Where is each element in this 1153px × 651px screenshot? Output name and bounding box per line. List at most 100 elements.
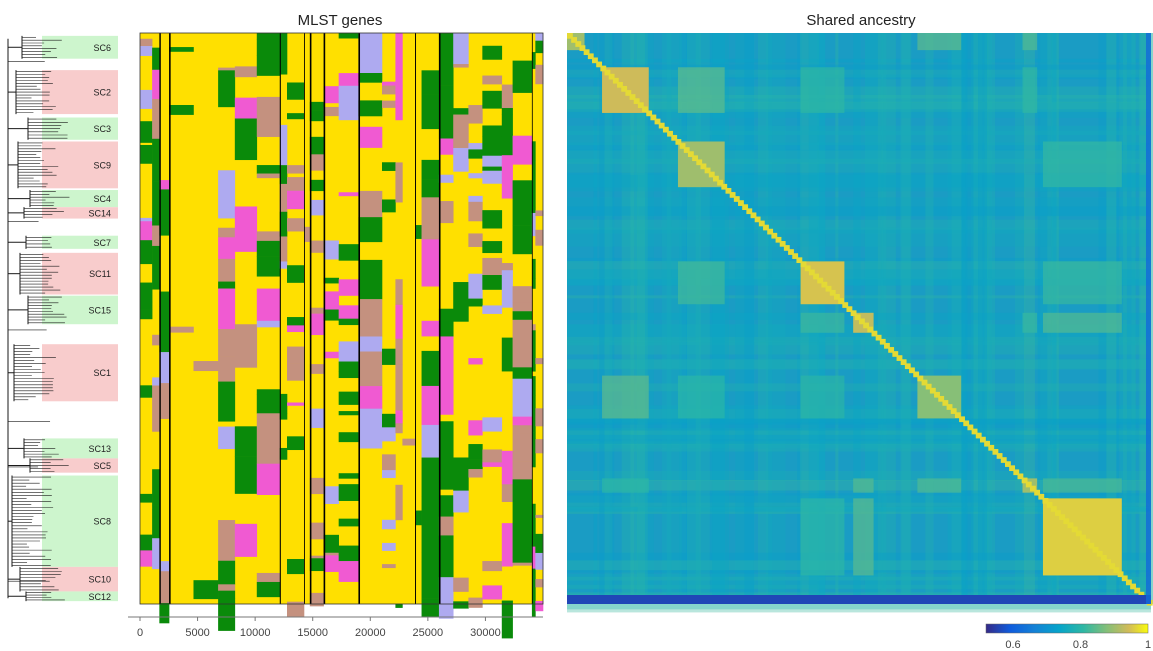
mlst-cell [234, 456, 258, 494]
ancestry-texture [567, 206, 1151, 216]
cluster-band-sc3 [42, 117, 118, 140]
mlst-cell [482, 45, 503, 60]
mlst-cell [482, 210, 503, 229]
mlst-cell [512, 308, 533, 312]
ancestry-diagonal-cell [612, 77, 619, 84]
mlst-cell [140, 493, 153, 503]
ancestry-diagonal-cell [683, 147, 690, 153]
mlst-x-tick-label: 20000 [355, 627, 386, 639]
ancestry-texture [982, 33, 992, 604]
cluster-label-sc9: SC9 [93, 160, 111, 170]
mlst-cell [395, 364, 403, 411]
mlst-cell [218, 426, 236, 450]
cluster-label-sc2: SC2 [93, 88, 111, 98]
mlst-gene-matrix [139, 32, 544, 639]
ancestry-diagonal-cell [996, 453, 1003, 459]
mlst-cell [535, 79, 544, 85]
ancestry-diagonal-cell [1000, 457, 1007, 463]
ancestry-diagonal-cell [742, 204, 749, 211]
ancestry-diagonal-cell [954, 412, 961, 419]
ancestry-diagonal-cell [975, 432, 982, 439]
ancestry-diagonal-cell [1105, 559, 1111, 565]
ancestry-diagonal-cell [1005, 461, 1011, 467]
mlst-cell [468, 173, 483, 179]
mlst-cell [309, 136, 324, 155]
mlst-cell [453, 282, 469, 322]
mlst-cell [438, 336, 454, 369]
mlst-cell [421, 350, 440, 387]
mlst-cell [381, 454, 396, 471]
mlst-cell [287, 346, 305, 364]
ancestry-texture [758, 33, 769, 604]
mlst-cell [482, 257, 503, 276]
ancestry-texture [567, 219, 1151, 230]
ancestry-texture [972, 33, 989, 604]
mlst-cell [358, 33, 383, 74]
ancestry-diagonal-cell [1025, 481, 1032, 488]
ancestry-texture [984, 33, 996, 604]
mlst-cell [421, 320, 440, 337]
cluster-label-sc13: SC13 [88, 444, 111, 454]
mlst-cell [159, 571, 170, 604]
mlst-cell [501, 270, 513, 308]
ancestry-diagonal-cell [959, 416, 965, 423]
ancestry-texture [1015, 33, 1026, 604]
mlst-cell [256, 173, 281, 179]
ancestry-diagonal-cell [617, 81, 623, 88]
mlst-cell [482, 417, 503, 432]
mlst-cell [338, 355, 359, 362]
mlst-cell [453, 457, 469, 491]
mlst-cell [482, 155, 503, 167]
mlst-cell [421, 239, 440, 287]
ancestry-diagonal-cell [884, 342, 890, 349]
ancestry-texture [567, 439, 1151, 449]
mlst-cell [482, 170, 503, 184]
ancestry-diagonal-cell [813, 273, 819, 280]
mlst-cell [309, 592, 324, 607]
mlst-cell [338, 561, 359, 567]
mlst-cell [169, 47, 194, 52]
ancestry-diagonal-cell [1017, 473, 1024, 480]
mlst-cell [531, 568, 536, 617]
mlst-cell [152, 245, 160, 290]
mlst-cell [531, 324, 536, 331]
mlst-cell [512, 461, 533, 480]
mlst-cell [323, 291, 339, 310]
mlst-cell [287, 436, 305, 451]
mlst-cell [323, 351, 339, 359]
mlst-cell [531, 395, 536, 433]
ancestry-diagonal-cell [1009, 465, 1016, 472]
mlst-cell [501, 113, 513, 135]
mlst-cell [381, 85, 396, 95]
mlst-cell [381, 81, 396, 86]
mlst-cell [512, 523, 533, 558]
mlst-cell [309, 477, 324, 495]
mlst-cell [501, 108, 513, 115]
mlst-cell [468, 298, 483, 307]
ancestry-cross-block [677, 375, 725, 419]
ancestry-texture [567, 434, 1151, 444]
mlst-cell [256, 165, 281, 174]
mlst-cell [338, 101, 359, 121]
mlst-cell [256, 389, 281, 395]
mlst-cell [512, 319, 533, 368]
ancestry-cross-block [602, 478, 649, 493]
mlst-cell [256, 417, 281, 464]
mlst-cell [358, 351, 383, 387]
ancestry-texture [567, 125, 1151, 146]
mlst-cell [535, 552, 544, 570]
ancestry-texture [768, 33, 786, 604]
mlst-cell [309, 408, 324, 428]
mlst-cell [218, 70, 236, 108]
mlst-cell [535, 533, 544, 554]
mlst-cell [468, 149, 483, 159]
mlst-cell [468, 195, 483, 203]
mlst-cell [218, 281, 236, 289]
mlst-cell [381, 519, 396, 530]
mlst-cell [438, 495, 454, 517]
ancestry-diagonal-cell [1109, 563, 1116, 569]
mlst-cell [218, 67, 236, 71]
mlst-cell [159, 383, 170, 419]
mlst-cell [381, 470, 396, 479]
